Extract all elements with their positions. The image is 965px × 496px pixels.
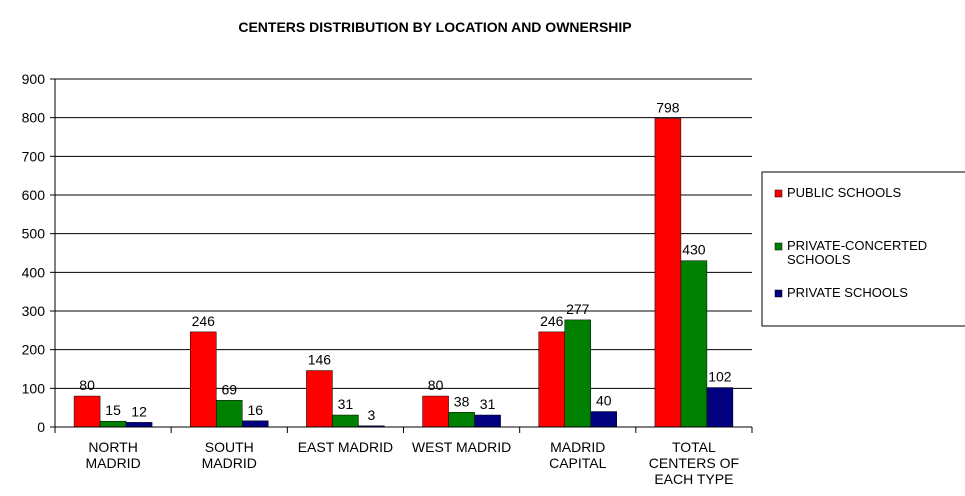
data-label: 40 (596, 393, 612, 409)
bar (73, 395, 101, 428)
data-label: 246 (540, 313, 564, 329)
chart-title: CENTERS DISTRIBUTION BY LOCATION AND OWN… (238, 19, 632, 35)
x-tick-label: SOUTH MADRID (201, 439, 257, 471)
bar (448, 412, 475, 428)
data-label: 31 (338, 396, 354, 412)
x-tick-label: EAST MADRID (297, 439, 394, 455)
legend-box (761, 171, 965, 327)
data-label: 12 (131, 403, 147, 419)
x-tick-label: WEST MADRID (411, 439, 512, 455)
legend-label: PRIVATE SCHOOLS (787, 285, 908, 300)
y-tick-label: 0 (37, 419, 45, 435)
legend-label: PRIVATE-CONCERTED SCHOOLS (787, 238, 928, 267)
bar (125, 422, 153, 428)
bar (474, 414, 501, 428)
data-label: 3 (368, 407, 376, 423)
data-label: 80 (428, 377, 444, 393)
bar (680, 260, 708, 428)
y-tick-label: 500 (22, 226, 46, 242)
bar (99, 420, 127, 428)
data-label: 246 (192, 313, 216, 329)
y-tick-label: 700 (22, 148, 46, 164)
bar (332, 414, 359, 428)
y-tick-label: 600 (22, 187, 46, 203)
bar (654, 118, 682, 428)
bar (538, 331, 565, 428)
x-tick-label: TOTAL CENTERS OF EACH TYPE (648, 439, 740, 487)
data-label: 69 (221, 381, 237, 397)
bar (216, 400, 243, 428)
x-tick-label: NORTH MADRID (85, 439, 141, 471)
data-label: 80 (79, 377, 95, 393)
bar (590, 411, 617, 428)
data-label: 38 (454, 393, 470, 409)
data-label: 277 (566, 301, 590, 317)
bar (564, 319, 591, 428)
y-tick-label: 100 (22, 380, 46, 396)
data-label: 16 (247, 402, 263, 418)
y-tick-label: 200 (22, 342, 46, 358)
bar (422, 395, 449, 428)
data-label: 31 (480, 396, 496, 412)
y-tick-label: 400 (22, 264, 46, 280)
bar (306, 370, 333, 428)
data-label: 430 (682, 242, 706, 258)
bar (190, 331, 217, 428)
data-label: 15 (105, 402, 121, 418)
legend-swatch (774, 289, 783, 298)
x-tick-label: MADRID CAPITAL (549, 439, 607, 471)
bar (706, 387, 734, 428)
legend-swatch (774, 242, 783, 251)
data-label: 798 (656, 99, 680, 115)
y-tick-label: 300 (22, 303, 46, 319)
data-label: 146 (308, 352, 332, 368)
data-label: 102 (708, 369, 732, 385)
legend-label: PUBLIC SCHOOLS (787, 185, 902, 200)
y-tick-label: 900 (22, 71, 46, 87)
y-tick-label: 800 (22, 110, 46, 126)
legend-swatch (774, 189, 783, 198)
bar (242, 420, 269, 428)
